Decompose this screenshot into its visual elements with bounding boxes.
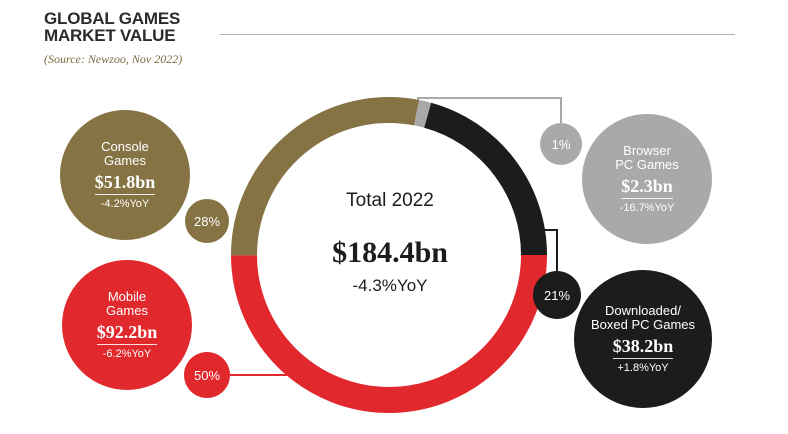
console-share-badge: 28% <box>185 199 229 243</box>
console-bubble: Console Games $51.8bn -4.2%YoY <box>60 110 190 240</box>
mobile-name-1: Mobile <box>107 289 147 304</box>
source-note: (Source: Newzoo, Nov 2022) <box>44 52 183 66</box>
mobile-share-badge: 50% <box>184 352 230 398</box>
mobile-yoy: -6.2%YoY <box>102 348 152 360</box>
boxed-yoy: +1.8%YoY <box>617 362 669 374</box>
browser-bubble: Browser PC Games $2.3bn -16.7%YoY <box>582 114 712 244</box>
donut-ring <box>230 97 547 414</box>
donut-slice-mobile <box>231 254 547 414</box>
donut-slice-boxed <box>423 102 547 256</box>
mobile-value: $92.2bn <box>96 322 158 345</box>
donut-slice-console <box>230 97 420 256</box>
boxed-value: $38.2bn <box>612 336 674 359</box>
console-value: $51.8bn <box>94 172 156 195</box>
console-name-1: Console <box>101 139 149 154</box>
boxed-bubble: Downloaded/ Boxed PC Games $38.2bn +1.8%… <box>574 270 712 408</box>
boxed-share-badge: 21% <box>533 271 581 319</box>
header-rule <box>220 34 735 35</box>
browser-name-2: PC Games <box>615 157 679 172</box>
browser-name-1: Browser <box>623 143 671 158</box>
mobile-bubble: Mobile Games $92.2bn -6.2%YoY <box>62 260 192 390</box>
browser-share-badge: 1% <box>540 123 582 165</box>
chart-title: GLOBAL GAMES MARKET VALUE <box>44 10 180 44</box>
browser-yoy: -16.7%YoY <box>619 202 675 214</box>
boxed-name-2: Boxed PC Games <box>590 317 696 332</box>
title-line-2: MARKET VALUE <box>44 26 176 45</box>
browser-value: $2.3bn <box>621 176 673 199</box>
center-label: Total 2022 <box>346 190 434 211</box>
boxed-name-1: Downloaded/ <box>605 303 681 318</box>
console-yoy: -4.2%YoY <box>100 198 150 210</box>
mobile-name-2: Games <box>106 303 148 318</box>
center-yoy: -4.3%YoY <box>352 276 428 295</box>
center-total: $184.4bn <box>332 236 448 269</box>
title-line-1: GLOBAL GAMES <box>44 9 181 28</box>
console-name-2: Games <box>104 153 146 168</box>
donut-slice-browser <box>414 99 432 128</box>
